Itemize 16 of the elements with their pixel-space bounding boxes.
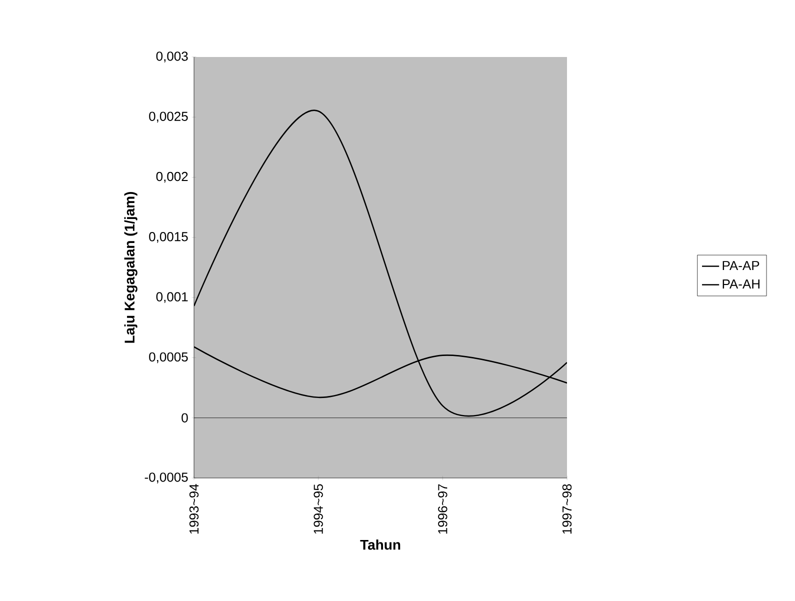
x-tick-label: 1993~94 (189, 484, 199, 534)
x-axis-title: Tahun (360, 539, 400, 550)
legend-label: PA-AP (722, 261, 760, 270)
y-tick-label: 0,0025 (149, 112, 188, 123)
y-tick-label: 0,003 (156, 52, 188, 62)
y-axis-title: Laju Kegagalan (1/jam) (124, 192, 138, 343)
x-tick-label: 1996~97 (438, 484, 448, 534)
y-tick-label: 0,002 (156, 172, 188, 183)
y-tick-label: -0,0005 (144, 472, 188, 484)
x-tick-label: 1994~95 (314, 484, 323, 534)
y-tick-label: 0,001 (156, 292, 188, 303)
x-tick-label: 1997~98 (562, 484, 572, 534)
y-tick-label: 0,0015 (149, 232, 188, 243)
y-tick-label: 0 (182, 413, 188, 422)
legend-label: PA-AH (722, 280, 760, 288)
y-tick-label: 0,0005 (149, 352, 188, 364)
